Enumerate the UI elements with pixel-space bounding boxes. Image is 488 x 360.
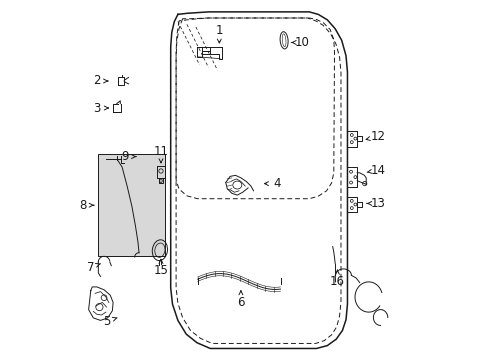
- Text: 10: 10: [294, 36, 309, 49]
- Bar: [98, 154, 165, 256]
- Text: 5: 5: [103, 315, 110, 328]
- Text: 13: 13: [369, 197, 385, 210]
- Text: 4: 4: [273, 177, 280, 190]
- Text: 1: 1: [215, 24, 223, 37]
- Text: 16: 16: [329, 275, 344, 288]
- Text: 7: 7: [86, 261, 94, 274]
- Text: 2: 2: [93, 75, 101, 87]
- Text: 12: 12: [369, 130, 385, 143]
- Text: 6: 6: [237, 296, 244, 309]
- Text: 8: 8: [80, 199, 87, 212]
- Text: 15: 15: [153, 264, 168, 277]
- Text: 9: 9: [121, 150, 128, 163]
- Text: 14: 14: [369, 164, 385, 177]
- Text: 11: 11: [153, 145, 168, 158]
- Text: 3: 3: [93, 102, 101, 114]
